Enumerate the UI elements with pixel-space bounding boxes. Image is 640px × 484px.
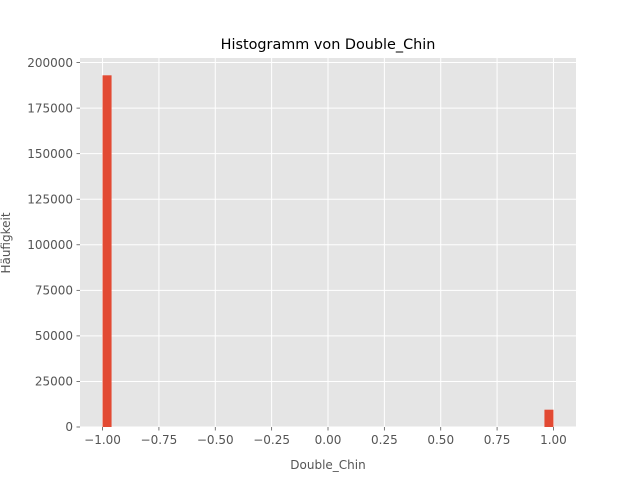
x-tick-label: −0.25	[253, 433, 290, 447]
x-tick-label: 0.50	[427, 433, 454, 447]
x-tick-label: 0.25	[371, 433, 398, 447]
x-tick-label: −0.50	[197, 433, 234, 447]
histogram-bars	[102, 75, 554, 428]
chart-title: Histogramm von Double_Chin	[221, 37, 436, 53]
y-tick-label: 75000	[35, 284, 73, 298]
x-tick-label: 0.75	[484, 433, 511, 447]
y-tick-label: 125000	[27, 192, 73, 206]
y-tick-label: 50000	[35, 329, 73, 343]
x-axis-label: Double_Chin	[290, 458, 365, 472]
x-tick-label: −1.00	[84, 433, 121, 447]
y-tick-label: 200000	[27, 56, 73, 70]
y-axis-ticks: 0 25000 50000 75000 100000 125000 150000 175000…	[27, 56, 80, 434]
x-tick-label: 0.00	[315, 433, 342, 447]
x-tick-label: 1.00	[540, 433, 567, 447]
y-tick-label: 25000	[35, 375, 73, 389]
y-axis-label: Häufigkeit	[0, 212, 13, 273]
y-tick-label: 175000	[27, 101, 73, 115]
histogram-bar	[544, 409, 554, 427]
y-tick-label: 150000	[27, 147, 73, 161]
y-tick-label: 100000	[27, 238, 73, 252]
x-tick-label: −0.75	[141, 433, 178, 447]
y-tick-label: 0	[65, 420, 73, 434]
x-axis-ticks: −1.00 −0.75 −0.50 −0.25 0.00 0.25 0.50 0.75 1.00	[84, 427, 567, 447]
histogram-bar	[102, 75, 112, 428]
